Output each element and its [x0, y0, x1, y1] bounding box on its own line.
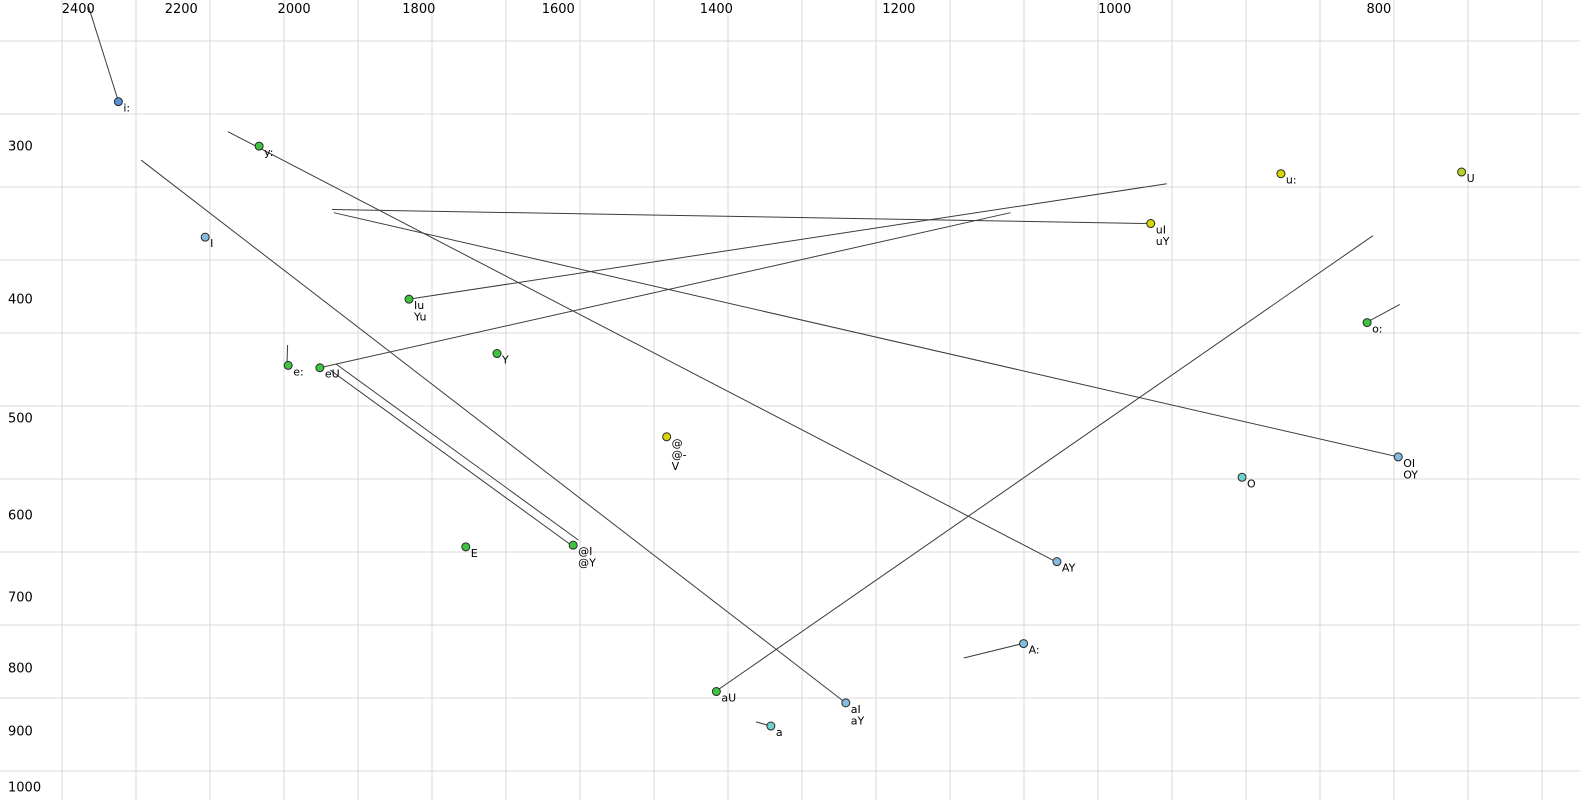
vowel-point-label: y:	[264, 146, 273, 159]
vowel-point-label: O	[1247, 477, 1256, 490]
y-axis-tick-label: 1000	[8, 780, 41, 795]
trajectory-line	[227, 131, 1057, 563]
trajectory-line	[286, 345, 289, 364]
vowel-point-label: eU	[325, 368, 340, 381]
vowel-point-label: A:	[1029, 644, 1040, 657]
vowel-point[interactable]	[492, 349, 502, 359]
vowel-point[interactable]	[1393, 452, 1403, 462]
vowel-point-label: OY	[1403, 468, 1418, 481]
trajectory-line	[1368, 304, 1401, 322]
vowel-point[interactable]	[841, 698, 851, 708]
vowel-point-label: uY	[1156, 235, 1170, 248]
vowel-point[interactable]	[404, 294, 414, 304]
vowel-point-label: @I	[578, 545, 592, 558]
y-axis-tick-label: 800	[8, 662, 33, 677]
vowel-point-label: AY	[1062, 562, 1076, 575]
vowel-point[interactable]	[461, 542, 471, 552]
trajectory-line	[408, 183, 1167, 300]
x-axis-tick-label: 800	[1366, 2, 1391, 17]
vowel-point-label: aU	[721, 692, 736, 705]
vowel-point-label: I	[210, 237, 213, 250]
vowel-point[interactable]	[1052, 557, 1062, 567]
vowel-point-label: @Y	[578, 557, 596, 570]
vowel-point-label: OI	[1403, 457, 1415, 470]
vowel-point[interactable]	[1019, 639, 1029, 649]
x-axis-tick-label: 1000	[1098, 2, 1131, 17]
vowel-point[interactable]	[283, 360, 293, 370]
vowel-point[interactable]	[1146, 219, 1156, 229]
vowel-point[interactable]	[568, 540, 578, 550]
vowel-point-label: aY	[851, 714, 865, 727]
y-axis-tick-label: 600	[8, 508, 33, 523]
x-axis-tick-label: 2400	[62, 2, 95, 17]
trajectory-line	[88, 6, 119, 100]
vowel-point[interactable]	[113, 97, 123, 107]
x-axis-tick-label: 1600	[542, 2, 575, 17]
vowel-point-label: E	[471, 547, 478, 560]
y-axis-tick-label: 300	[8, 140, 33, 155]
x-axis-tick-label: 1400	[700, 2, 733, 17]
vowel-point-label: U	[1467, 172, 1475, 185]
x-axis-tick-label: 1800	[402, 2, 435, 17]
vowel-point[interactable]	[1362, 318, 1372, 328]
trajectory-line	[329, 369, 573, 547]
trajectory-line	[963, 643, 1023, 659]
trajectory-line	[331, 209, 1149, 225]
vowel-point-label: uI	[1156, 224, 1166, 237]
vowel-point-label: Yu	[413, 311, 426, 324]
vowel-point-label: u:	[1286, 174, 1297, 187]
vowel-point-label: i:	[123, 102, 130, 115]
trajectory-line	[319, 212, 1011, 369]
vowel-point[interactable]	[315, 363, 325, 373]
y-axis-tick-label: 400	[8, 293, 33, 308]
vowel-point-label: @	[672, 437, 683, 450]
y-axis-tick-label: 900	[8, 724, 33, 739]
vowel-point-label: Iu	[414, 299, 424, 312]
vowel-point-label: e:	[293, 365, 303, 378]
vowel-point[interactable]	[766, 721, 776, 731]
trajectory-line	[140, 159, 846, 703]
vowel-point[interactable]	[1276, 169, 1286, 179]
vowel-point[interactable]	[254, 141, 264, 151]
vowel-point-label: Y	[501, 354, 509, 367]
vowel-point[interactable]	[1457, 167, 1467, 177]
vowel-point-label: V	[672, 460, 680, 473]
vowel-point[interactable]	[200, 232, 210, 242]
y-axis-tick-label: 700	[8, 591, 33, 606]
vowel-point[interactable]	[1237, 472, 1247, 482]
trajectory-line	[335, 363, 579, 541]
x-axis-tick-label: 2000	[278, 2, 311, 17]
y-axis-tick-label: 500	[8, 411, 33, 426]
x-axis-tick-label: 1200	[882, 2, 915, 17]
vowel-point-label: o:	[1372, 323, 1382, 336]
vowel-point-label: aI	[851, 703, 861, 716]
trajectory-line	[333, 212, 1399, 458]
x-axis-tick-label: 2200	[165, 2, 198, 17]
vowel-point-label: @-	[672, 448, 687, 461]
vowel-point-label: a	[776, 726, 783, 739]
vowel-point[interactable]	[711, 687, 721, 697]
vowel-point[interactable]	[662, 432, 672, 442]
trajectory-line	[715, 235, 1374, 692]
